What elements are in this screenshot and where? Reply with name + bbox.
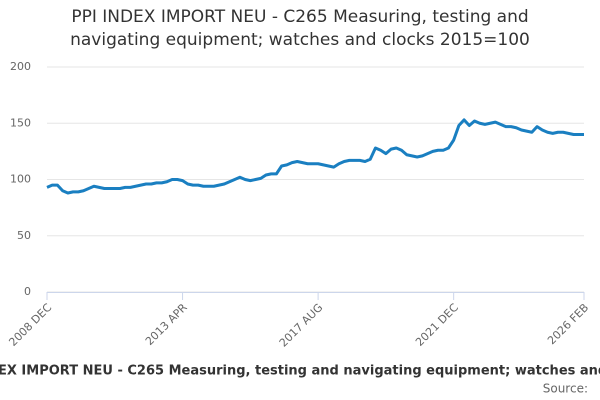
y-tick-label: 200 (10, 60, 31, 73)
source: Source: (543, 382, 588, 396)
x-tick-label: 2026 FEB (545, 301, 591, 347)
y-tick-label: 0 (24, 285, 31, 298)
x-tick-label: 2021 DEC (413, 301, 461, 349)
x-tick-label: 2008 DEC (6, 301, 54, 349)
line-series (46, 118, 584, 195)
x-tick-label: 2017 AUG (277, 301, 326, 350)
x-tick-label: 2013 APR (143, 301, 190, 348)
y-tick-label: 150 (10, 116, 31, 129)
chart-title: PPI INDEX IMPORT NEU - C265 Measuring, t… (70, 7, 530, 50)
y-tick-label: 100 (10, 173, 31, 186)
y-tick-label: 50 (17, 229, 31, 242)
legend-label: PPI INDEX IMPORT NEU - C265 Measuring, t… (0, 364, 600, 379)
